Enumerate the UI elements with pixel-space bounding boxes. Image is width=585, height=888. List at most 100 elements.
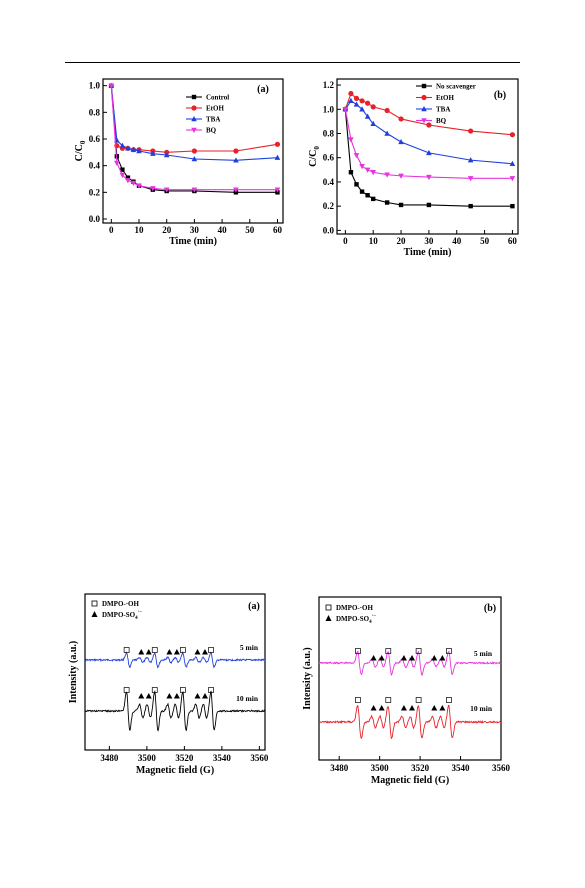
y-tick-label: 0.2 — [323, 201, 335, 211]
legend-label-main: DMPO-SO — [336, 615, 370, 623]
oh-peak-square-icon — [355, 648, 361, 654]
x-tick-label: 3480 — [330, 763, 349, 773]
legend-label-main: DMPO-SO — [102, 611, 136, 619]
epr-panel-a: 3480 3500 3520 3540 3560 Magnetic field (G) In… — [68, 593, 269, 776]
x-tick-label: 50 — [245, 225, 255, 235]
plot-frame — [84, 593, 266, 751]
legend-label: EtOH — [436, 94, 454, 102]
data-point — [426, 122, 432, 128]
data-point — [509, 176, 516, 182]
so4-peak-triangle-icon — [370, 705, 377, 711]
oh-peak-square-icon — [415, 648, 422, 654]
header-rule — [65, 62, 520, 63]
data-point — [191, 187, 198, 193]
x-tick-label: 3520 — [411, 763, 430, 773]
so4-peak-triangle-icon — [145, 693, 152, 699]
x-tick-label: 3500 — [371, 763, 390, 773]
y-axis-label: Intensity (a.u.) — [68, 641, 79, 704]
data-point — [191, 148, 197, 154]
data-point — [274, 187, 281, 193]
legend-square-icon — [91, 600, 98, 607]
data-point — [163, 187, 170, 193]
oh-peak-square-icon — [385, 648, 392, 654]
y-tick-label: 1.2 — [323, 80, 335, 90]
so4-peak-triangle-icon — [439, 655, 446, 661]
data-point — [150, 150, 156, 156]
data-point — [359, 189, 365, 194]
oh-peak-square-icon — [180, 647, 186, 653]
legend-entry: DMPO-·OH — [325, 604, 373, 612]
epr-panel-b: 3480 3500 3520 3540 3560 Magnetic field (G) In… — [302, 596, 511, 786]
series-etoh: EtOH — [342, 90, 516, 138]
legend-marker — [191, 127, 197, 133]
data-point — [384, 107, 390, 114]
oh-peak-square-icon — [446, 648, 452, 654]
trace-label: 10 min — [236, 694, 259, 703]
data-point — [130, 146, 137, 152]
y-tick-label: 0.6 — [323, 153, 335, 163]
data-point — [365, 193, 370, 198]
so4-peak-triangle-icon — [173, 649, 180, 655]
y-axis-label: C/C0 — [308, 146, 321, 167]
legend-label: DMPO-·OH — [102, 600, 139, 608]
y-tick-label: 1.0 — [89, 81, 101, 91]
data-point — [125, 178, 131, 184]
so4-peak-triangle-icon — [431, 655, 438, 661]
so4-peak-triangle-icon — [194, 649, 201, 655]
y-axis-label-sub: 0 — [313, 146, 321, 150]
x-tick-label: 3500 — [138, 753, 157, 763]
so4-peak-triangle-icon — [409, 705, 416, 711]
legend-label-sup: ·− — [372, 614, 377, 619]
data-point — [163, 152, 170, 158]
y-tick-label: 0.2 — [89, 187, 101, 197]
so4-peak-triangle-icon — [378, 655, 385, 661]
data-point — [125, 175, 131, 180]
so4-peak-triangle-icon — [400, 655, 407, 661]
data-point — [364, 113, 371, 119]
legend-label-sub: 4 — [369, 620, 372, 625]
data-point — [467, 176, 474, 182]
data-point — [370, 170, 376, 176]
legend-label: TBA — [436, 106, 450, 114]
y-tick-label: 0.8 — [323, 128, 335, 138]
legend-entry: DMPO-·OH — [91, 600, 139, 608]
panel-label: (a) — [248, 601, 260, 612]
legend-label: BQ — [436, 117, 447, 125]
data-point — [233, 157, 239, 163]
so4-peak-triangle-icon — [166, 693, 173, 699]
y-tick-label: 1.0 — [323, 104, 335, 114]
trace-5-min: 5 min — [84, 643, 266, 669]
x-tick-label: 3480 — [100, 753, 119, 763]
legend-marker — [421, 94, 427, 101]
data-point — [342, 107, 349, 113]
y-axis-label: C/C0 — [74, 140, 87, 161]
y-tick-label: 0.6 — [89, 134, 101, 144]
so4-peak-triangle-icon — [202, 649, 208, 655]
data-point — [371, 196, 376, 202]
data-point — [398, 138, 404, 145]
trace-10-min: 10 min — [318, 697, 502, 740]
data-point — [468, 203, 473, 209]
x-tick-label: 50 — [480, 236, 490, 246]
x-tick-label: 3540 — [213, 753, 232, 763]
x-tick-label: 30 — [190, 225, 200, 235]
series-bq: BQ — [108, 83, 281, 193]
x-tick-label: 3540 — [452, 763, 471, 773]
legend-square-icon — [325, 604, 332, 611]
y-tick-label: 0.8 — [89, 107, 101, 117]
data-point — [398, 116, 404, 122]
data-point — [359, 98, 365, 104]
series-line — [110, 85, 278, 191]
trace-line — [84, 689, 266, 732]
legend-label: No scavenger — [436, 83, 476, 91]
panel-label: (b) — [484, 603, 496, 614]
data-point — [426, 202, 432, 208]
x-tick-label: 40 — [218, 225, 228, 235]
x-tick-label: 0 — [343, 236, 348, 246]
data-point — [398, 202, 404, 208]
x-tick-label: 3520 — [175, 753, 194, 763]
data-point — [353, 153, 360, 159]
so4-peak-triangle-icon — [138, 649, 145, 655]
data-point — [509, 160, 516, 166]
